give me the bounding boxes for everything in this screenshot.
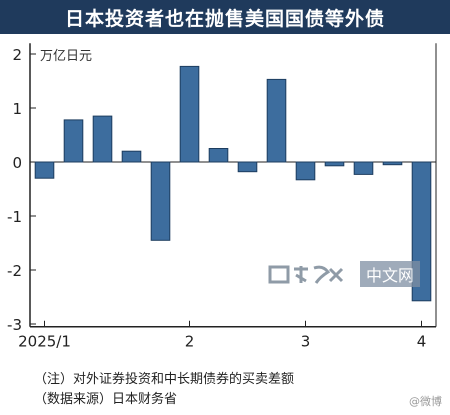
bar (121, 150, 142, 163)
chart-labels: 2 1 0 -1 -2 -3 万亿日元 2025/1 2 3 4 (7, 46, 426, 351)
x-tick-label: 2025/1 (18, 333, 71, 351)
x-tick-label: 2 (185, 333, 195, 351)
nikkei-logo-watermark (268, 265, 344, 284)
watermark-text: 中文网 (360, 261, 421, 287)
bar (63, 119, 84, 163)
y-unit-label: 万亿日元 (40, 49, 92, 64)
watermark: 中文网 (268, 261, 421, 287)
y-tick-label: 2 (12, 46, 22, 64)
bar (150, 161, 171, 241)
bar (266, 78, 287, 163)
bar (92, 115, 113, 163)
bar (208, 148, 229, 163)
x-tick-label: 4 (417, 333, 427, 351)
x-tick-label: 3 (301, 333, 311, 351)
weibo-watermark: @微博 (409, 395, 442, 408)
chart-bars (34, 65, 432, 302)
y-tick-label: -2 (7, 262, 22, 280)
bar (382, 161, 403, 166)
footnote-source: （数据来源）日本财务省 (34, 392, 178, 407)
bar (324, 161, 345, 167)
footnote-note: （注）对外证券投资和中长期债券的买卖差额 (34, 372, 295, 387)
bar (34, 161, 55, 179)
bar (237, 161, 258, 173)
y-tick-label: 1 (12, 100, 22, 118)
bar (353, 161, 374, 175)
bar-chart: 2 1 0 -1 -2 -3 万亿日元 2025/1 2 3 4 (7, 43, 437, 351)
bar (179, 65, 200, 163)
bar (295, 161, 316, 181)
y-tick-label: 0 (12, 154, 22, 172)
chart-title: 日本投资者也在抛售美国国债等外债 (0, 0, 450, 34)
y-tick-label: -1 (7, 208, 22, 226)
y-tick-label: -3 (7, 316, 22, 334)
